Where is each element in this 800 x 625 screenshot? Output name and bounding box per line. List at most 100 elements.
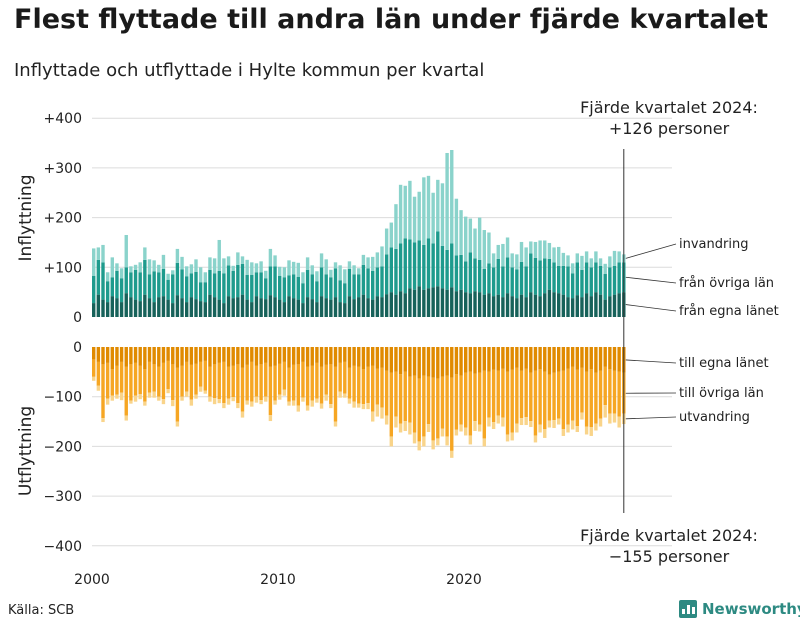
bar-out-0: [115, 347, 119, 366]
bar-out-0: [143, 347, 147, 370]
bar-in-0: [598, 294, 603, 317]
bar-out-2: [459, 424, 463, 432]
bar-out-0: [557, 347, 561, 372]
bar-in-2: [422, 177, 426, 245]
bar-out-0: [612, 347, 617, 371]
bar-out-2: [226, 398, 231, 405]
bar-in-0: [278, 299, 282, 317]
bar-out-1: [240, 367, 245, 412]
bar-out-2: [324, 394, 328, 401]
bar-in-0: [287, 296, 291, 317]
bar-out-2: [157, 396, 161, 401]
bar-in-0: [380, 297, 384, 317]
bar-out-0: [133, 347, 138, 363]
bar-in-2: [371, 256, 375, 271]
bar-in-0: [166, 299, 170, 317]
bar-out-0: [371, 347, 375, 366]
bar-out-2: [501, 417, 505, 427]
bar-out-0: [408, 347, 412, 377]
bar-out-2: [552, 420, 556, 429]
bar-in-2: [482, 230, 486, 269]
bar-out-1: [468, 371, 473, 436]
bar-in-0: [264, 299, 268, 317]
bar-in-0: [505, 293, 510, 317]
bar-in-1: [403, 238, 407, 294]
bar-in-1: [343, 283, 347, 304]
bar-out-2: [198, 386, 203, 392]
bar-out-1: [105, 362, 110, 399]
bar-out-2: [612, 413, 617, 423]
bar-out-2: [436, 438, 440, 446]
bar-out-0: [138, 347, 142, 366]
bar-out-2: [273, 400, 277, 405]
bar-in-2: [305, 257, 310, 270]
bar-out-2: [538, 424, 542, 433]
bar-in-2: [566, 255, 570, 267]
bar-out-0: [161, 347, 166, 363]
bar-out-0: [194, 347, 198, 364]
bar-out-1: [352, 365, 356, 402]
bar-out-2: [608, 413, 612, 424]
bar-out-1: [96, 361, 101, 386]
bar-in-1: [147, 274, 152, 299]
newsworthy-logo[interactable]: Newsworthy: [679, 600, 800, 618]
bar-in-2: [529, 241, 533, 254]
bar-out-0: [487, 347, 491, 372]
bar-out-1: [422, 375, 426, 437]
bar-in-1: [236, 264, 240, 298]
bar-out-0: [384, 347, 389, 371]
bar-out-1: [459, 375, 463, 425]
bar-in-2: [171, 270, 175, 275]
bar-in-1: [282, 277, 287, 303]
bar-out-2: [487, 417, 491, 427]
bar-in-2: [510, 253, 514, 268]
bar-out-1: [119, 361, 124, 393]
bar-out-0: [403, 347, 407, 372]
bar-out-2: [454, 429, 459, 436]
bar-in-0: [384, 294, 389, 317]
bar-out-0: [450, 347, 454, 378]
bar-out-1: [110, 369, 114, 396]
bar-in-2: [250, 262, 254, 275]
bar-out-2: [371, 411, 375, 422]
bar-out-0: [594, 347, 598, 373]
bar-out-0: [264, 347, 268, 363]
bar-out-0: [412, 347, 417, 376]
bar-in-2: [464, 216, 468, 262]
bar-in-0: [617, 293, 621, 317]
bar-in-0: [352, 299, 356, 317]
bar-out-1: [264, 362, 268, 397]
bar-out-2: [426, 424, 431, 432]
bar-out-2: [543, 429, 547, 438]
bar-in-1: [185, 276, 189, 303]
bar-in-1: [408, 239, 412, 289]
bar-out-0: [366, 347, 370, 367]
bar-in-2: [408, 180, 412, 240]
bar-out-0: [464, 347, 468, 373]
bar-in-1: [422, 244, 426, 290]
bar-in-2: [380, 246, 384, 267]
bar-out-0: [431, 347, 435, 378]
bar-out-2: [171, 400, 175, 407]
bar-in-0: [468, 293, 473, 317]
bar-in-1: [477, 259, 482, 293]
bar-in-0: [124, 293, 128, 317]
bar-in-0: [189, 297, 194, 317]
bar-out-0: [347, 347, 352, 368]
bar-out-1: [529, 372, 533, 422]
bar-out-2: [561, 429, 566, 436]
bar-in-1: [431, 243, 435, 288]
bar-in-1: [222, 273, 226, 304]
bar-in-2: [175, 248, 180, 263]
bar-in-2: [264, 270, 268, 279]
bar-out-0: [212, 347, 217, 365]
bar-out-1: [431, 377, 435, 441]
bar-out-1: [357, 366, 361, 404]
bar-in-0: [487, 293, 491, 317]
bar-in-0: [194, 299, 198, 317]
bar-in-0: [152, 302, 156, 317]
bar-out-0: [152, 347, 156, 365]
bar-in-0: [436, 286, 440, 317]
bar-out-0: [533, 347, 538, 371]
bar-out-0: [617, 347, 621, 372]
